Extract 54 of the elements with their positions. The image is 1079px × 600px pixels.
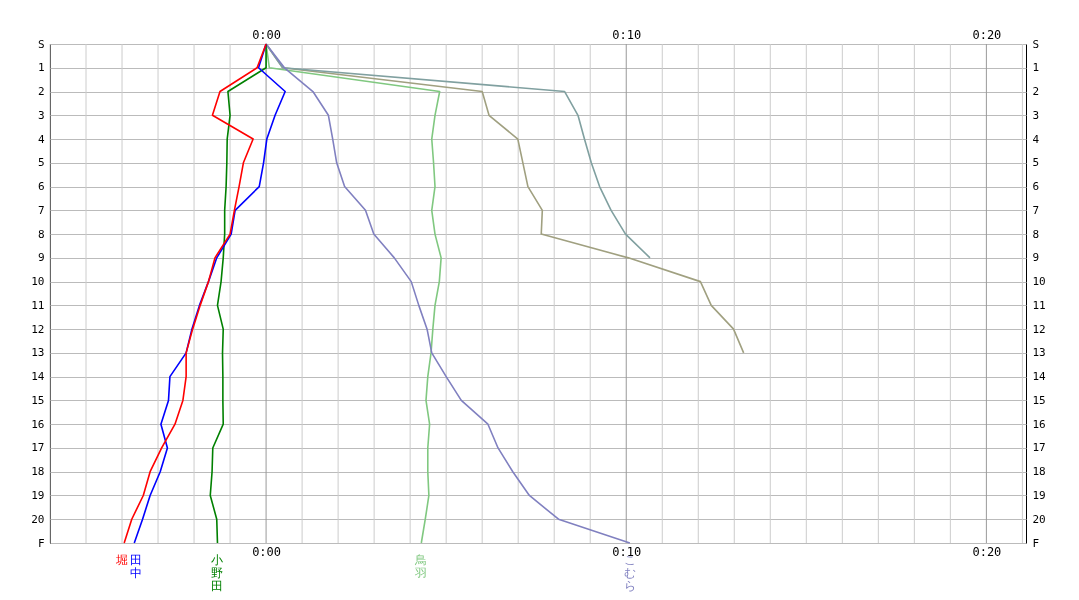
y2-tick-label: 17 [1032,441,1046,455]
x-tick-label: 0:20 [972,544,1002,559]
y2-tick-label: 5 [1032,156,1040,170]
y-tick-label: 13 [31,346,45,360]
series-label: 鳥羽 [414,553,428,580]
y-tick-label: 19 [31,488,45,502]
y-tick-label: 3 [37,108,45,122]
y-tick-label: 14 [31,370,45,384]
x2-tick-label: 0:00 [252,27,282,42]
y2-tick-label: 14 [1032,370,1047,384]
y2-tick-label: 9 [1032,251,1040,265]
y2-tick-label: 10 [1032,275,1046,289]
y-tick-label: 6 [37,180,45,194]
y-tick-label: 10 [31,275,45,289]
y-tick-label: 7 [37,203,45,217]
y2-tick-label: 2 [1032,85,1040,99]
y-tick-label: 15 [31,393,45,407]
y2-tick-label: 6 [1032,180,1040,194]
y2-tick-label: 4 [1032,132,1040,146]
y-tick-label: 16 [31,417,45,431]
y-tick-label: 9 [37,251,45,265]
y-tick-label: 17 [31,441,45,455]
series-label: 田中 [130,553,143,580]
y-tick-label: 18 [31,465,45,479]
y-tick-label: 1 [37,61,45,75]
y2-tick-label: 1 [1032,61,1040,75]
x2-tick-label: 0:20 [972,27,1002,42]
x-tick-label: 0:00 [252,544,282,559]
y2-tick-label: 18 [1032,465,1046,479]
y2-tick-label: 11 [1032,298,1046,312]
y2-tick-label: 15 [1032,393,1046,407]
x-tick-label: 0:10 [612,544,642,559]
y2-tick-label: 3 [1032,108,1040,122]
y-tick-label: F [37,536,45,550]
y-tick-label: 8 [37,227,45,241]
x2-tick-label: 0:10 [612,27,642,42]
series-label: 小野田 [211,553,224,593]
y-tick-label: 4 [37,132,45,146]
y2-tick-label: 16 [1032,417,1046,431]
y-tick-label: 12 [31,322,45,336]
y-tick-label: 2 [37,85,45,99]
y-tick-label: 11 [31,298,45,312]
y2-tick-label: 7 [1032,203,1040,217]
y2-tick-label: 12 [1032,322,1046,336]
y2-tick-label: S [1032,37,1040,51]
y-tick-label: 5 [37,156,45,170]
y2-tick-label: 13 [1032,346,1046,360]
y-tick-label: S [37,37,45,51]
y2-tick-label: F [1032,536,1040,550]
y2-tick-label: 8 [1032,227,1040,241]
series-label: 堀 [115,553,129,567]
y2-tick-label: 20 [1032,512,1046,526]
y-tick-label: 20 [31,512,45,526]
y2-tick-label: 19 [1032,488,1046,502]
